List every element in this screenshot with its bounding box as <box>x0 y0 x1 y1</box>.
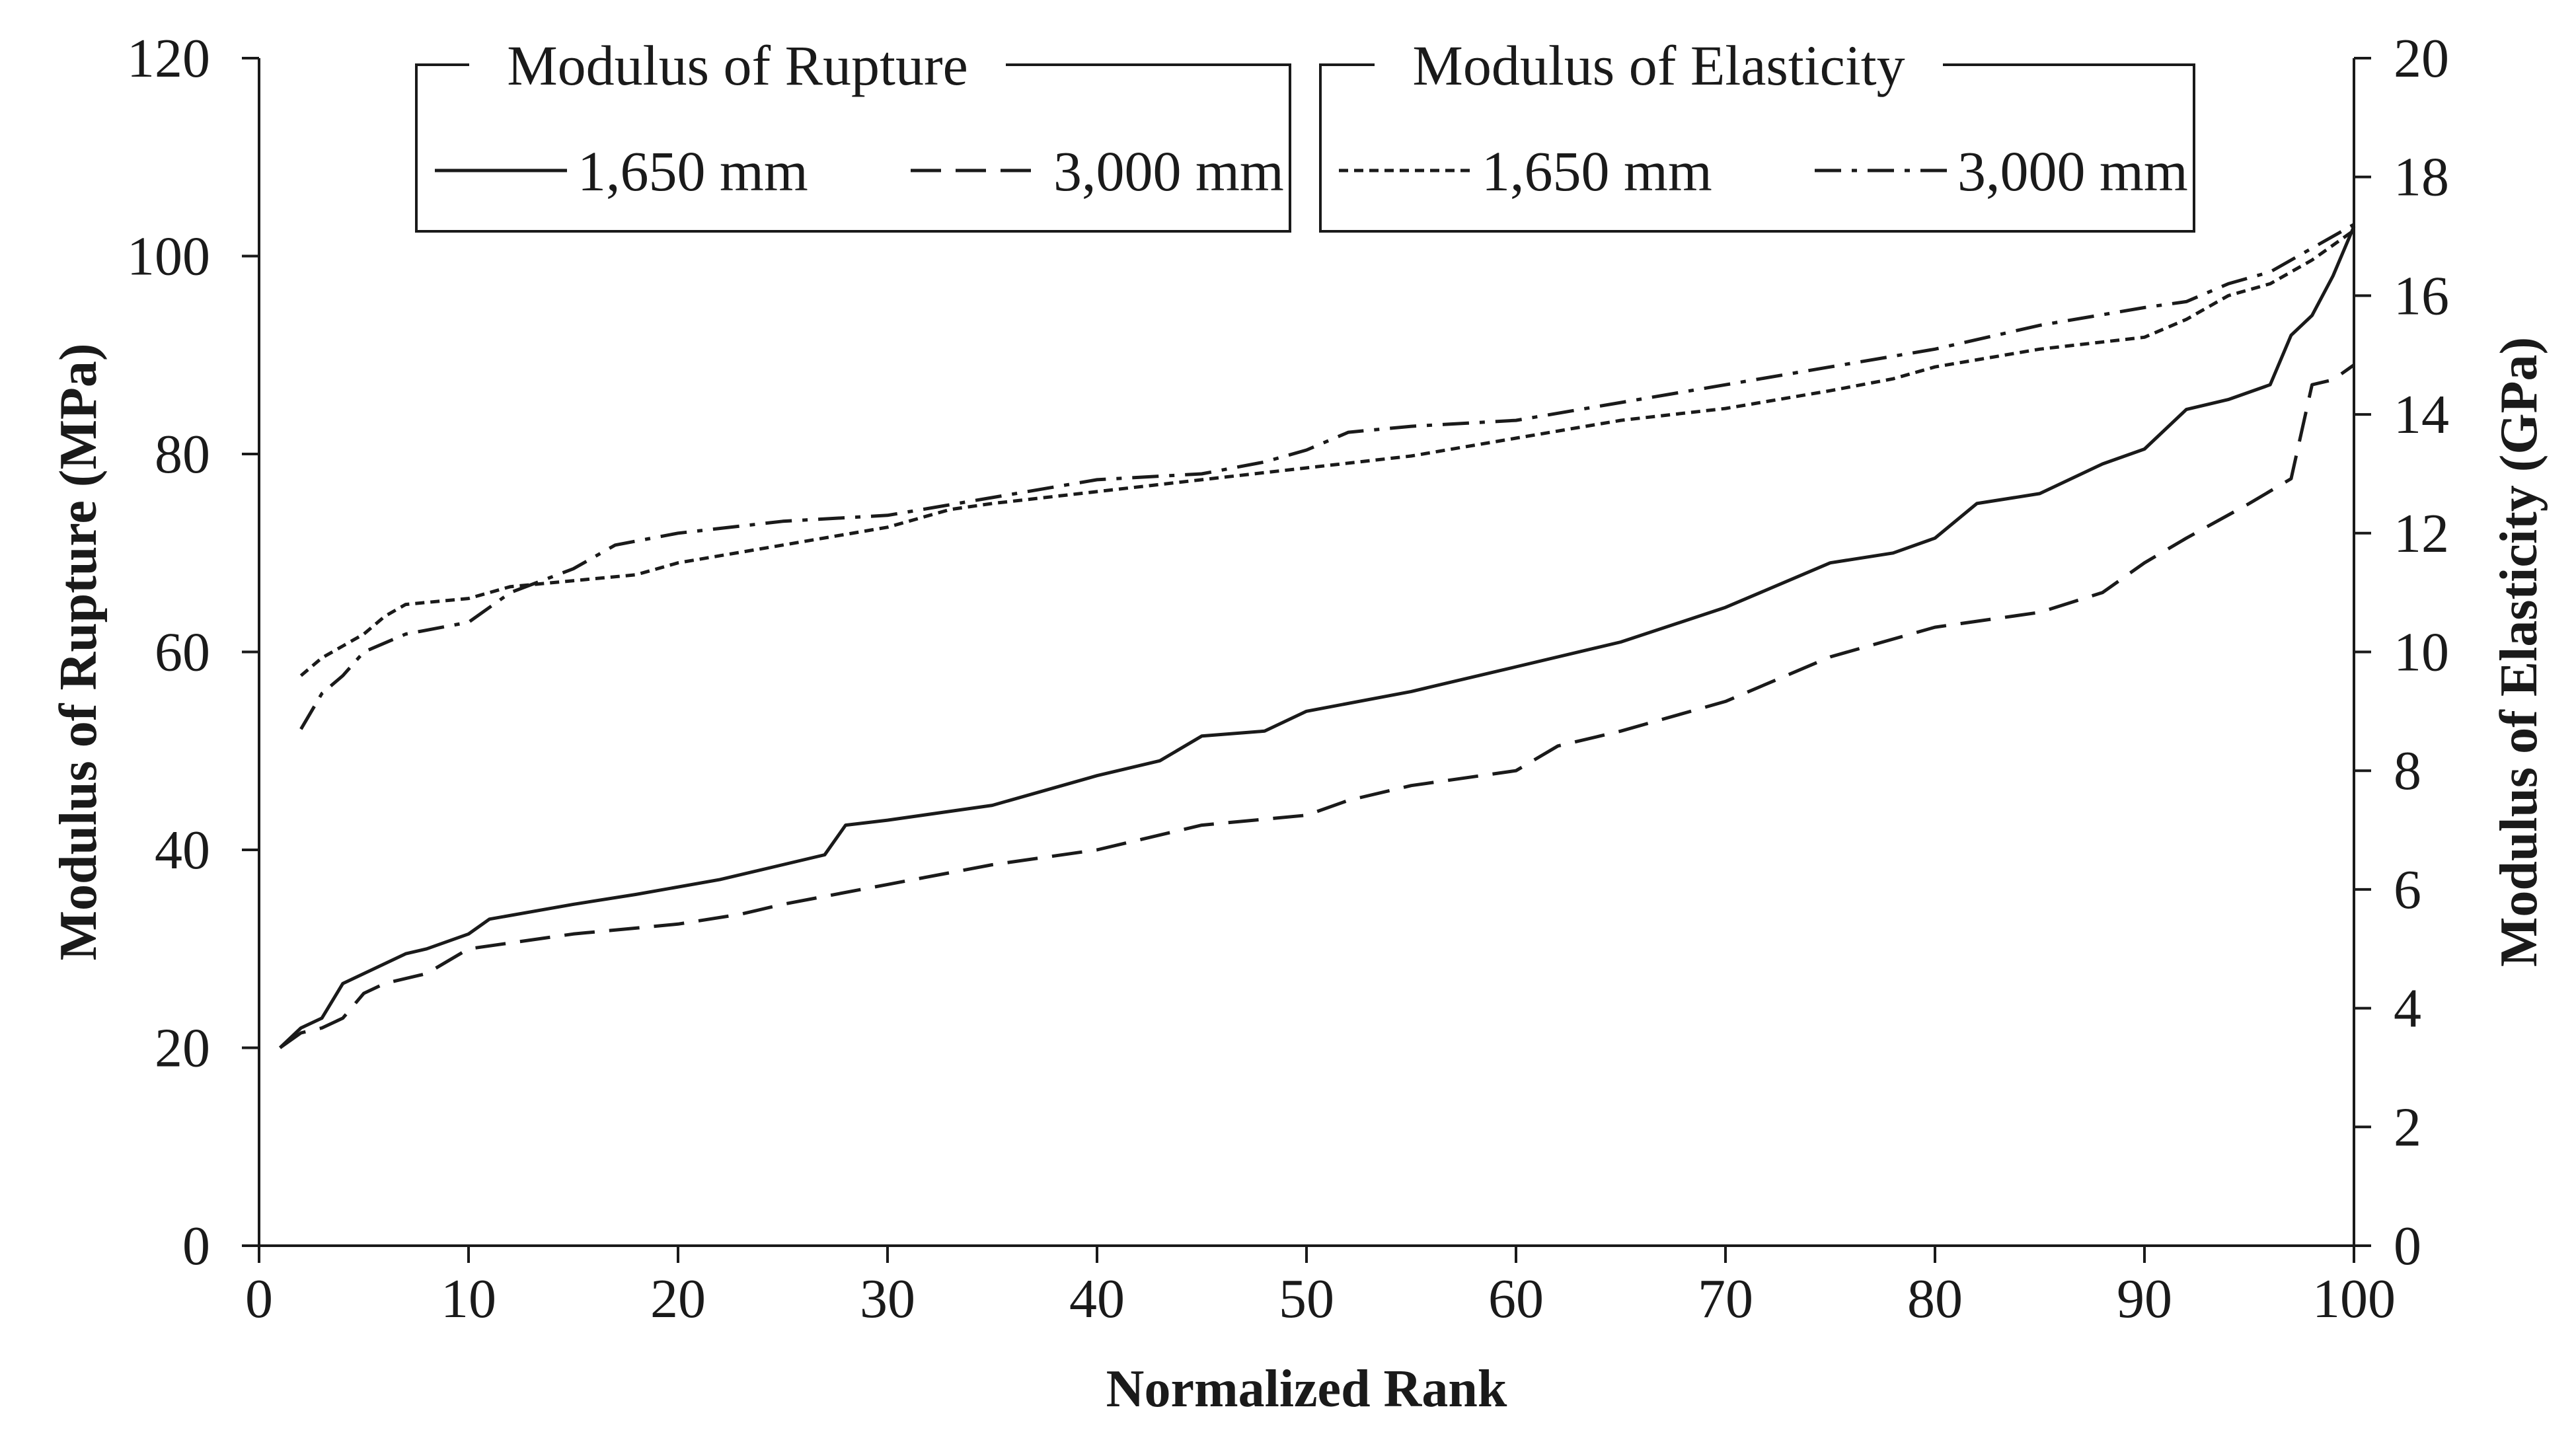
x-tick-label: 70 <box>1698 1268 1753 1330</box>
series-line-3 <box>299 223 2355 730</box>
y-left-tick-label: 60 <box>155 622 210 683</box>
legend-label: 3,000 mm <box>1053 139 1284 203</box>
x-axis-title: Normalized Rank <box>1106 1360 1507 1418</box>
y-right-tick-label: 8 <box>2394 740 2421 802</box>
legend-label: 1,650 mm <box>578 139 808 203</box>
x-tick-label: 40 <box>1069 1268 1125 1330</box>
y-right-tick-label: 12 <box>2394 503 2449 564</box>
y-axis-right-title: Modulus of Elasticity (GPa) <box>2490 337 2548 967</box>
x-tick-label: 60 <box>1488 1268 1544 1330</box>
y-left-tick-label: 100 <box>127 226 210 287</box>
y-right-tick-label: 6 <box>2394 859 2421 921</box>
legend-label: 3,000 mm <box>1957 139 2188 203</box>
legend: Modulus of Rupture 1,650 mm 3,000 mm Modulu… <box>415 34 2195 233</box>
x-tick-label: 10 <box>441 1268 496 1330</box>
y-right-tick-label: 4 <box>2394 978 2421 1040</box>
y-left-tick-label: 40 <box>155 819 210 881</box>
y-left-tick-label: 80 <box>155 424 210 485</box>
y-left-tick-label: 20 <box>155 1018 210 1079</box>
legend-group-title: Modulus of Rupture <box>507 34 968 97</box>
legend-label: 1,650 mm <box>1482 139 1712 203</box>
y-right-tick-label: 20 <box>2394 28 2449 89</box>
series-line-1 <box>279 363 2355 1049</box>
series-layer <box>278 223 2356 1049</box>
legend-group-title: Modulus of Elasticity <box>1412 34 1905 97</box>
y-right-tick-label: 0 <box>2394 1215 2421 1277</box>
legend-box-1 <box>1319 63 2195 233</box>
y-right-tick-label: 16 <box>2394 265 2449 326</box>
axes-layer: 0 10 20 30 40 50 60 70 80 90 100020406080100120024… <box>50 28 2548 1418</box>
x-tick-label: 20 <box>650 1268 706 1330</box>
y-right-tick-label: 10 <box>2394 622 2449 683</box>
x-tick-label: 50 <box>1279 1268 1334 1330</box>
y-axis-left-title: Modulus of Rupture (MPa) <box>50 343 108 960</box>
y-right-tick-label: 18 <box>2394 147 2449 208</box>
x-tick-label: 100 <box>2312 1268 2396 1330</box>
y-left-tick-label: 0 <box>182 1215 210 1277</box>
x-tick-label: 90 <box>2117 1268 2172 1330</box>
series-line-0 <box>278 225 2356 1049</box>
y-left-tick-label: 120 <box>127 28 210 89</box>
y-right-tick-label: 14 <box>2394 384 2449 445</box>
series-line-2 <box>299 229 2355 677</box>
legend-box-0 <box>415 63 1291 233</box>
x-tick-label: 0 <box>245 1268 273 1330</box>
x-tick-label: 80 <box>1907 1268 1963 1330</box>
y-right-tick-label: 2 <box>2394 1096 2421 1158</box>
x-tick-label: 30 <box>860 1268 915 1330</box>
